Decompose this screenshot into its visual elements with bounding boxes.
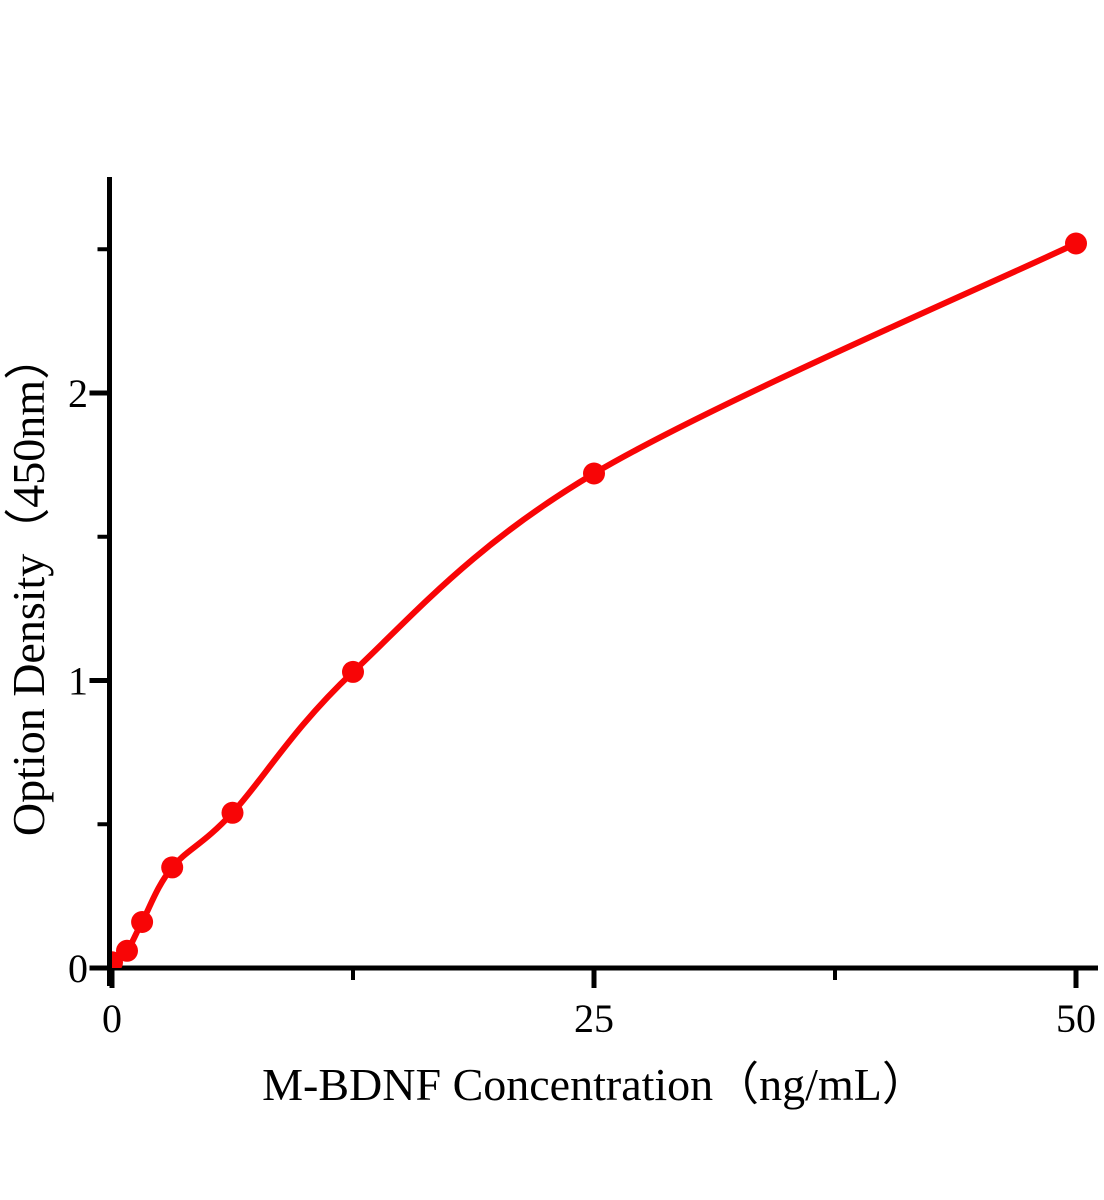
y-tick-label: 2 [68, 371, 88, 416]
data-point-dot [1065, 232, 1087, 255]
series-group [112, 232, 1087, 968]
data-point-dot [221, 801, 244, 824]
fitted-curve-line [112, 240, 1078, 965]
data-point-dot [131, 911, 154, 933]
x-tick-label: 50 [1056, 996, 1096, 1041]
data-point-dot [116, 939, 138, 962]
y-tick-label: 0 [68, 946, 88, 991]
data-point-dot [583, 462, 605, 485]
x-tick-label: 25 [574, 996, 614, 1041]
axes-group [92, 177, 1098, 986]
data-point-dot [342, 660, 364, 683]
tick-labels-group: 0 1 2 0 25 50 [68, 371, 1096, 1041]
y-axis-title: Option Density（450nm） [3, 334, 54, 836]
x-axis-title: M-BDNF Concentration（ng/mL） [262, 1059, 928, 1110]
data-point-dot [161, 856, 184, 879]
ticks-group [89, 247, 1079, 988]
x-tick-label: 0 [102, 996, 122, 1041]
y-tick-label: 1 [68, 659, 88, 704]
